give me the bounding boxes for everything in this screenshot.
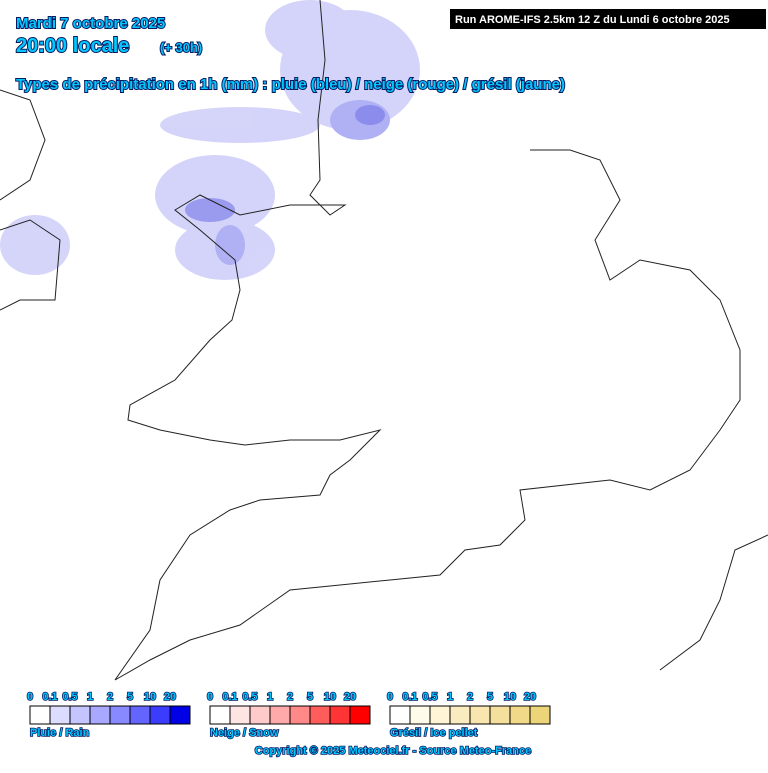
legend-swatch xyxy=(89,705,111,725)
legend-swatch xyxy=(229,705,251,725)
legend-swatch xyxy=(169,705,191,725)
legend-swatch xyxy=(449,705,471,725)
legend-tick: 10 xyxy=(504,691,516,703)
legend-tick: 0 xyxy=(387,691,393,703)
legend-swatch xyxy=(149,705,171,725)
legend-swatch xyxy=(389,705,411,725)
legend-tick: 0.1 xyxy=(42,691,57,703)
coastlines xyxy=(0,0,768,681)
legend-swatch xyxy=(269,705,291,725)
legend-swatch xyxy=(69,705,91,725)
run-box xyxy=(450,9,766,29)
legend-swatch xyxy=(49,705,71,725)
run-info: Run AROME-IFS 2.5km 12 Z du Lundi 6 octo… xyxy=(455,14,730,26)
legend-swatch xyxy=(209,705,231,725)
legend-label: Neige / Snow xyxy=(210,727,279,739)
legend-swatch xyxy=(29,705,51,725)
legend-swatch xyxy=(129,705,151,725)
legend-tick: 0.5 xyxy=(62,691,77,703)
legend-tick: 2 xyxy=(287,691,293,703)
legend-tick: 20 xyxy=(524,691,536,703)
legend-tick: 0.1 xyxy=(222,691,237,703)
legend-tick: 10 xyxy=(324,691,336,703)
legend-tick: 1 xyxy=(447,691,453,703)
legend-swatch xyxy=(529,705,551,725)
legend-swatch xyxy=(429,705,451,725)
legend-swatch xyxy=(309,705,331,725)
precipitation xyxy=(0,0,420,280)
legend-swatch xyxy=(469,705,491,725)
legend-swatch xyxy=(489,705,511,725)
legend-swatch xyxy=(509,705,531,725)
legend-tick: 0.5 xyxy=(422,691,437,703)
legend-swatch xyxy=(409,705,431,725)
legend-tick: 5 xyxy=(487,691,493,703)
copyright: Copyright © 2025 Meteociel.fr - Source M… xyxy=(255,745,531,757)
legend-tick: 1 xyxy=(87,691,93,703)
legend-tick: 2 xyxy=(107,691,113,703)
legend-tick: 20 xyxy=(344,691,356,703)
legend-tick: 1 xyxy=(267,691,273,703)
legend-label: Grésil / Ice pellet xyxy=(390,727,478,739)
legend-swatch xyxy=(349,705,371,725)
legend-tick: 0.1 xyxy=(402,691,417,703)
legend-label: Pluie / Rain xyxy=(30,727,90,739)
legend-swatch xyxy=(249,705,271,725)
time: 20:00 locale xyxy=(16,35,129,57)
date: Mardi 7 octobre 2025 xyxy=(16,15,165,32)
legend-tick: 0 xyxy=(27,691,33,703)
legend-tick: 5 xyxy=(307,691,313,703)
legend-swatch xyxy=(289,705,311,725)
legend-tick: 10 xyxy=(144,691,156,703)
legend-swatch xyxy=(109,705,131,725)
legend-tick: 5 xyxy=(127,691,133,703)
lead-time: (+ 30h) xyxy=(160,40,202,55)
legend-tick: 20 xyxy=(164,691,176,703)
legend-tick: 0.5 xyxy=(242,691,257,703)
legend-tick: 2 xyxy=(467,691,473,703)
subtitle: Types de précipitation en 1h (mm) : plui… xyxy=(16,76,565,93)
legend-swatch xyxy=(329,705,351,725)
legend-tick: 0 xyxy=(207,691,213,703)
